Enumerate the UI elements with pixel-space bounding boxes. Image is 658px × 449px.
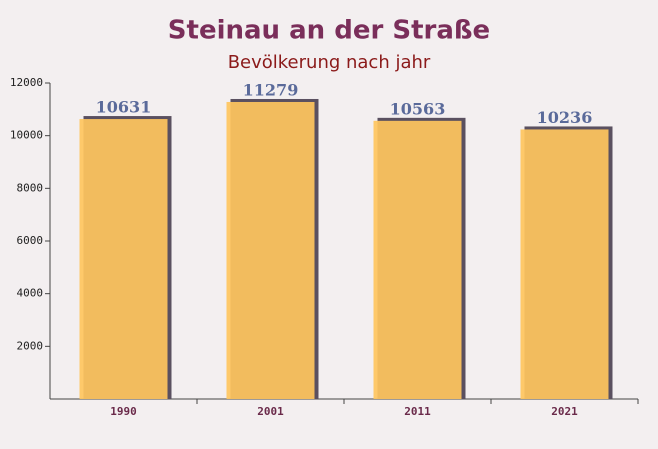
x-tick-label: 2001 (257, 405, 284, 418)
y-tick-label: 10000 (10, 129, 43, 142)
x-tick-label: 2011 (404, 405, 431, 418)
value-label: 10631 (96, 98, 152, 117)
y-tick-label: 4000 (17, 287, 44, 300)
y-tick-label: 6000 (17, 234, 44, 247)
value-label: 10236 (537, 108, 593, 127)
y-tick-label: 8000 (17, 181, 44, 194)
value-label: 11279 (243, 80, 299, 99)
chart-title: Steinau an der Straße (168, 16, 490, 46)
y-tick-label: 12000 (10, 76, 43, 89)
chart-subtitle: Bevölkerung nach jahr (228, 52, 431, 73)
bar (520, 129, 609, 399)
x-tick-label: 2021 (551, 405, 578, 418)
bar (373, 120, 462, 399)
bar (79, 119, 168, 400)
y-tick-label: 2000 (17, 339, 44, 352)
x-tick-label: 1990 (110, 405, 137, 418)
bar (226, 101, 315, 400)
value-label: 10563 (390, 99, 446, 118)
